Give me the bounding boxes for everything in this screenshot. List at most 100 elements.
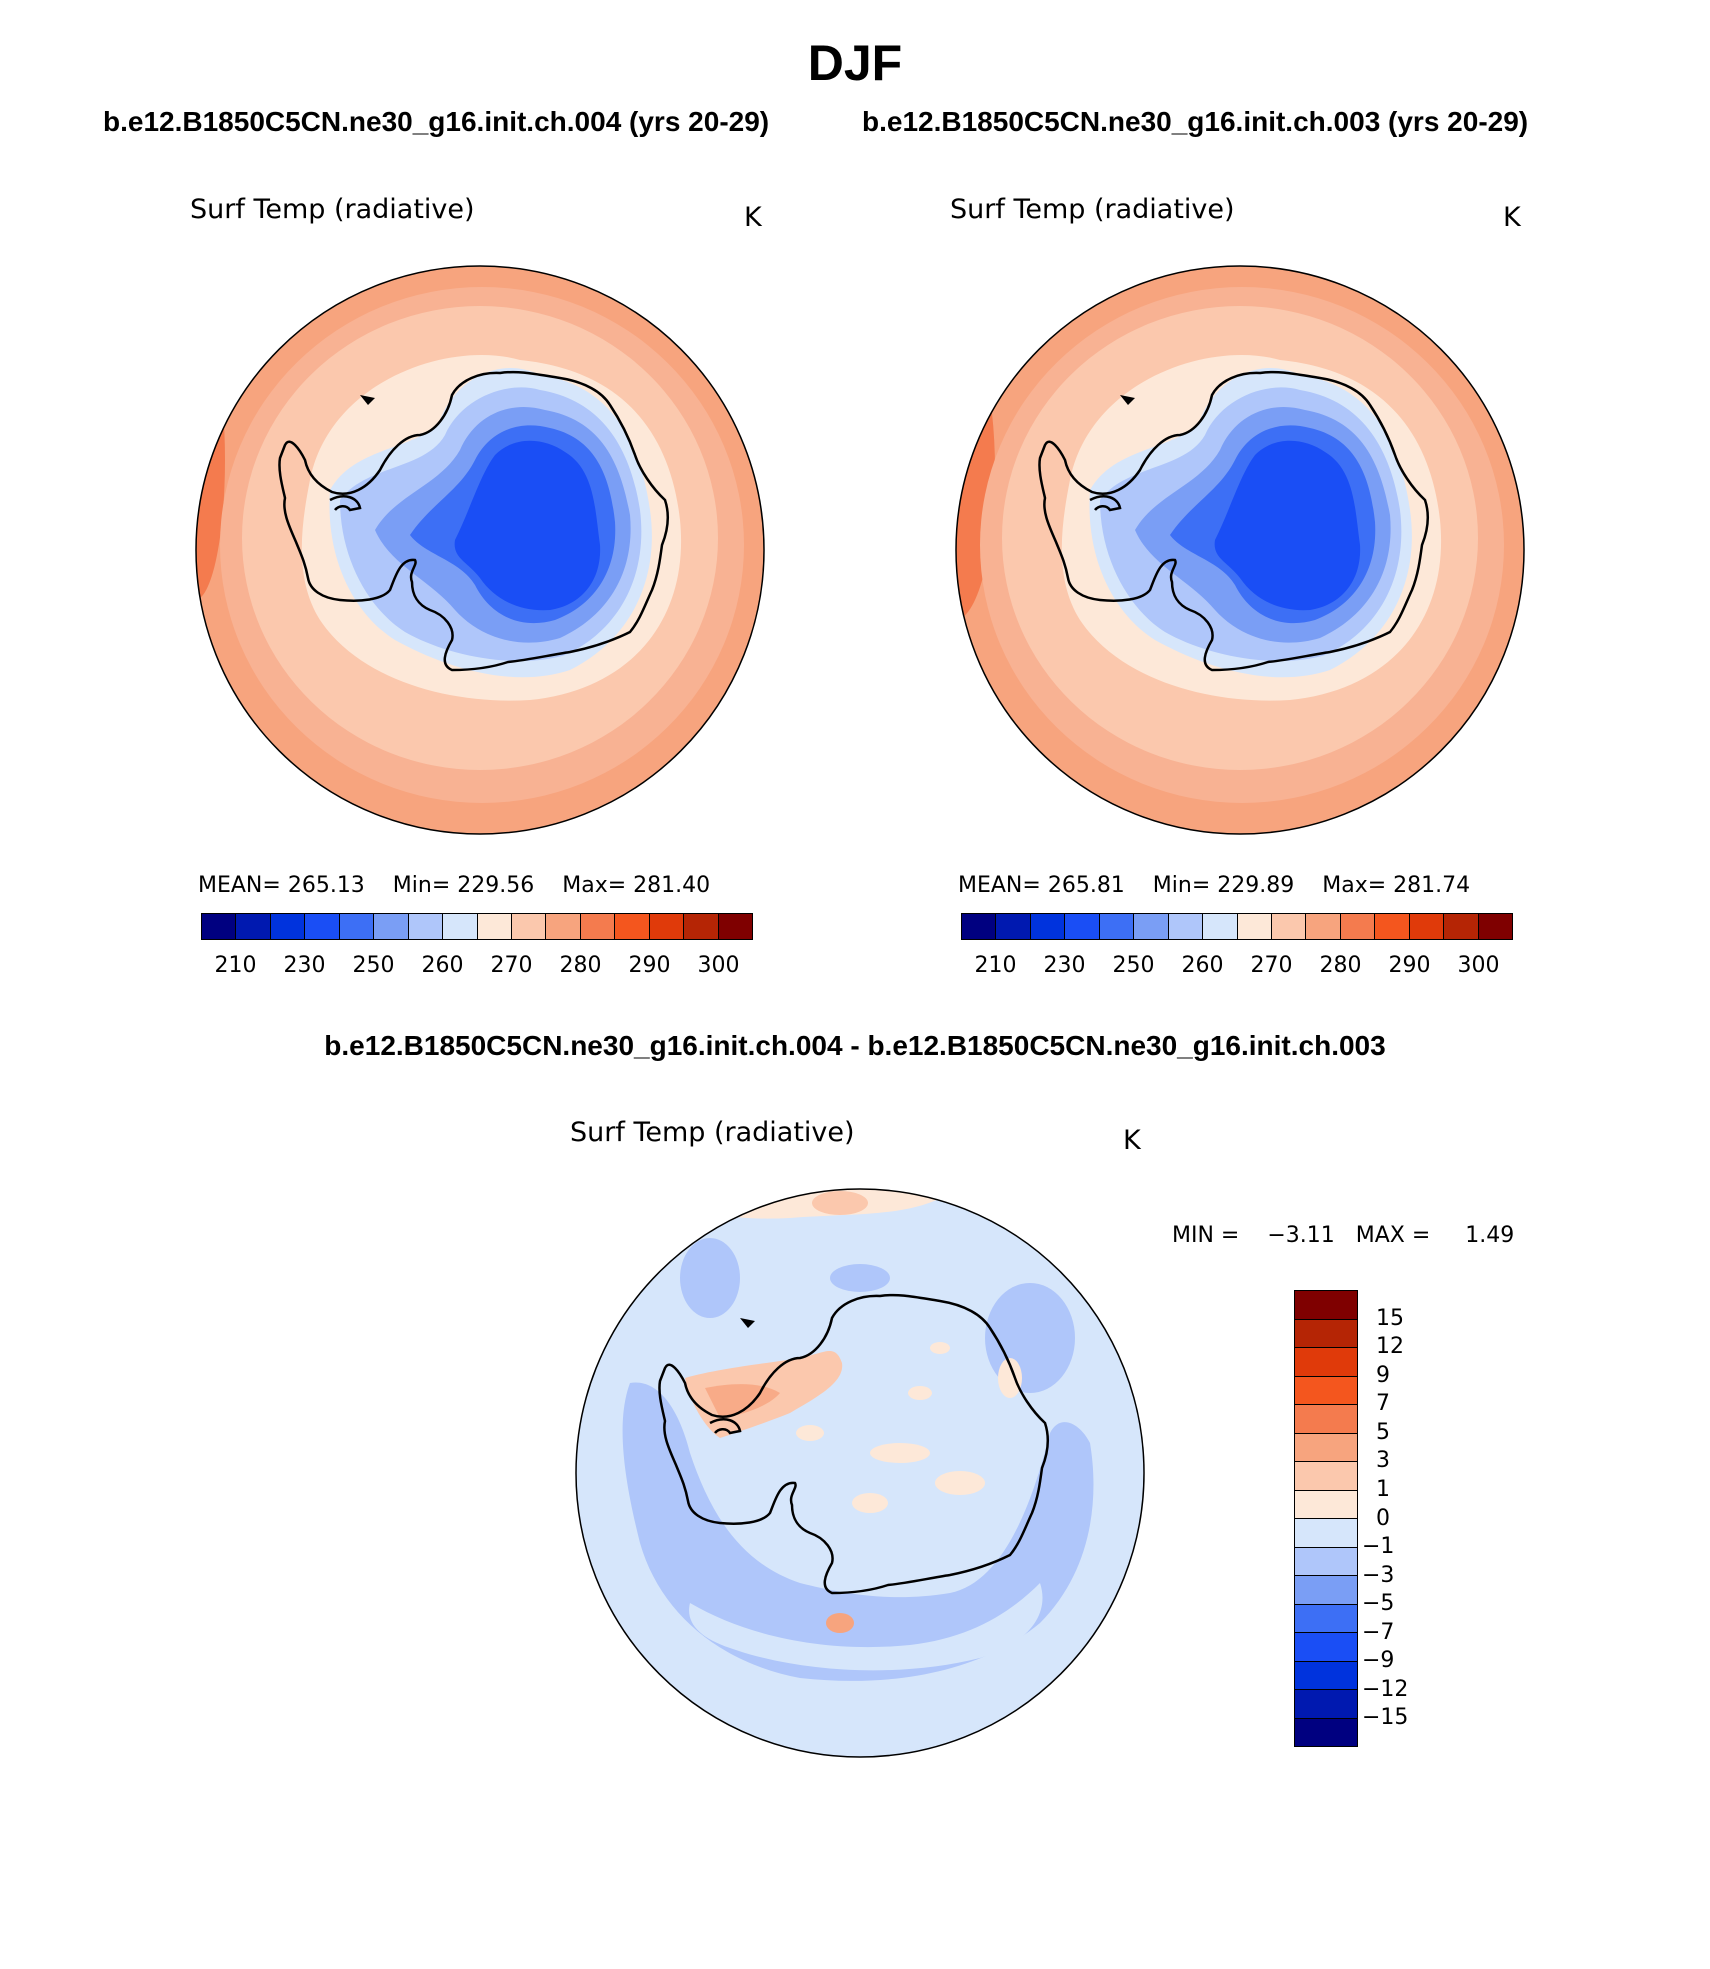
panel1-colorbar-swatch-6: [408, 914, 444, 939]
panel1-polar-map: [195, 265, 765, 835]
panel1-mean-label: MEAN=: [198, 873, 281, 898]
diff-colorbar-swatch-13: [1295, 1661, 1357, 1690]
panel1-colorbar-swatch-9: [511, 914, 547, 939]
panel1-min-value: 229.56: [457, 873, 535, 898]
panel2-colorbar-swatch-2: [1030, 914, 1066, 939]
panel2-colorbar-swatch-15: [1478, 914, 1512, 939]
panel1-max-value: 281.40: [633, 873, 711, 898]
diff-colorbar-swatch-14: [1295, 1690, 1357, 1719]
panel1-variable-label: Surf Temp (radiative): [190, 194, 475, 225]
panel1-mean-value: 265.13: [287, 873, 365, 898]
panel2-colorbar-swatch-11: [1340, 914, 1376, 939]
panel2-colorbar-tick-label: 300: [1457, 953, 1500, 978]
diff-colorbar-tick-label: 1: [1376, 1476, 1390, 1502]
diff-colorbar-swatch-2: [1295, 1348, 1357, 1377]
diff-colorbar-tick-label: −7: [1362, 1619, 1395, 1645]
diff-colorbar-tick-label: 7: [1376, 1391, 1390, 1417]
panel2-colorbar-swatch-12: [1375, 914, 1410, 939]
diff-colorbar-swatch-8: [1295, 1519, 1357, 1548]
diff-colorbar-swatch-5: [1295, 1433, 1357, 1462]
panel1-colorbar-tick-label: 210: [214, 953, 257, 978]
diff-polar-map: [575, 1188, 1145, 1758]
panel2-stats: MEAN= 265.81 Min= 229.89 Max= 281.74: [958, 873, 1470, 898]
panel2-colorbar-ticks: 210 230 250 260 270 280 290 300: [961, 953, 1513, 983]
panel2-colorbar-tick-label: 260: [1181, 953, 1224, 978]
diff-colorbar: [1294, 1290, 1358, 1747]
panel1-colorbar-swatch-0: [202, 914, 237, 939]
diff-colorbar-tick-label: −1: [1362, 1534, 1395, 1560]
panel2-min-label: Min=: [1152, 873, 1211, 898]
diff-colorbar-swatch-0: [1295, 1291, 1357, 1320]
panel1-colorbar-swatch-4: [339, 914, 375, 939]
panel1-colorbar-swatch-1: [236, 914, 271, 939]
panel2-colorbar-swatch-6: [1168, 914, 1204, 939]
diff-colorbar-tick-label: −9: [1362, 1648, 1395, 1674]
diff-colorbar-tick-label: 9: [1376, 1362, 1390, 1388]
diff-colorbar-swatch-4: [1295, 1405, 1357, 1434]
panel1-colorbar-swatch-3: [305, 914, 340, 939]
diff-units-label: K: [1123, 1125, 1141, 1156]
panel2-colorbar-swatch-4: [1099, 914, 1135, 939]
panel1-colorbar-tick-label: 270: [490, 953, 533, 978]
panel1-colorbar-swatch-5: [374, 914, 409, 939]
diff-colorbar-tick-label: 3: [1376, 1448, 1390, 1474]
diff-colorbar-tick-label: −15: [1362, 1705, 1409, 1731]
panel1-colorbar-swatch-15: [718, 914, 752, 939]
panel2-colorbar-swatch-3: [1065, 914, 1100, 939]
case1-title: b.e12.B1850C5CN.ne30_g16.init.ch.004 (yr…: [103, 106, 770, 137]
panel2-colorbar-swatch-7: [1203, 914, 1238, 939]
diff-title: b.e12.B1850C5CN.ne30_g16.init.ch.004 - b…: [324, 1030, 1386, 1061]
panel1-colorbar-swatch-8: [477, 914, 512, 939]
panel2-colorbar-tick-label: 280: [1319, 953, 1362, 978]
panel2-units-label: K: [1503, 202, 1521, 233]
panel1-colorbar-swatch-7: [443, 914, 478, 939]
diff-colorbar-tick-label: 5: [1376, 1419, 1390, 1445]
diff-colorbar-swatch-3: [1295, 1376, 1357, 1405]
diff-colorbar-ticks: 15 12 9 7 5 3 1 0 −1 −3 −5 −7 −9 −12 −15: [1362, 1290, 1450, 1747]
diff-max-value: 1.49: [1465, 1223, 1515, 1248]
panel2-colorbar-swatch-8: [1237, 914, 1272, 939]
diff-variable-label: Surf Temp (radiative): [570, 1117, 855, 1148]
panel2-colorbar-swatch-14: [1444, 914, 1479, 939]
diff-colorbar-tick-label: −12: [1362, 1676, 1409, 1702]
panel2-max-value: 281.74: [1393, 873, 1471, 898]
panel2-colorbar: [961, 913, 1513, 940]
panel2-colorbar-swatch-13: [1409, 914, 1445, 939]
panel2-min-value: 229.89: [1217, 873, 1295, 898]
diff-colorbar-swatch-12: [1295, 1633, 1357, 1662]
diff-colorbar-tick-label: 15: [1376, 1305, 1404, 1331]
diff-colorbar-swatch-1: [1295, 1319, 1357, 1348]
panel2-variable-label: Surf Temp (radiative): [950, 194, 1235, 225]
diff-max-label: MAX =: [1355, 1223, 1431, 1248]
diff-colorbar-swatch-10: [1295, 1576, 1357, 1605]
panel2-polar-map: [955, 265, 1525, 835]
panel1-colorbar-ticks: 210 230 250 260 270 280 290 300: [201, 953, 753, 983]
panel1-colorbar-swatch-2: [270, 914, 306, 939]
diff-colorbar-tick-label: 0: [1376, 1505, 1390, 1531]
panel2-colorbar-tick-label: 270: [1250, 953, 1293, 978]
diff-colorbar-swatch-9: [1295, 1547, 1357, 1576]
panel1-colorbar-swatch-13: [649, 914, 685, 939]
panel1-min-label: Min=: [392, 873, 451, 898]
panel1-max-label: Max=: [562, 873, 627, 898]
diff-colorbar-swatch-6: [1295, 1462, 1357, 1491]
panel1-colorbar-swatch-10: [546, 914, 581, 939]
panel1-colorbar-tick-label: 250: [352, 953, 395, 978]
diff-colorbar-swatch-15: [1295, 1718, 1357, 1746]
panel1-colorbar-swatch-14: [684, 914, 719, 939]
panel2-max-label: Max=: [1322, 873, 1387, 898]
diff-colorbar-tick-label: −5: [1362, 1591, 1395, 1617]
panel2-colorbar-swatch-1: [996, 914, 1031, 939]
case2-title: b.e12.B1850C5CN.ne30_g16.init.ch.003 (yr…: [862, 106, 1529, 137]
diff-min-label: MIN =: [1172, 1223, 1240, 1248]
panel2-colorbar-tick-label: 210: [974, 953, 1017, 978]
panel1-colorbar-tick-label: 280: [559, 953, 602, 978]
panel1-colorbar-tick-label: 230: [283, 953, 326, 978]
panel1-colorbar-tick-label: 290: [628, 953, 671, 978]
panel2-mean-label: MEAN=: [958, 873, 1041, 898]
diff-colorbar-tick-label: −3: [1362, 1562, 1395, 1588]
diff-colorbar-tick-label: 12: [1376, 1334, 1404, 1360]
diff-stats: MIN = −3.11 MAX = 1.49: [1172, 1223, 1514, 1248]
diff-min-value: −3.11: [1267, 1223, 1335, 1248]
panel2-colorbar-swatch-0: [962, 914, 997, 939]
